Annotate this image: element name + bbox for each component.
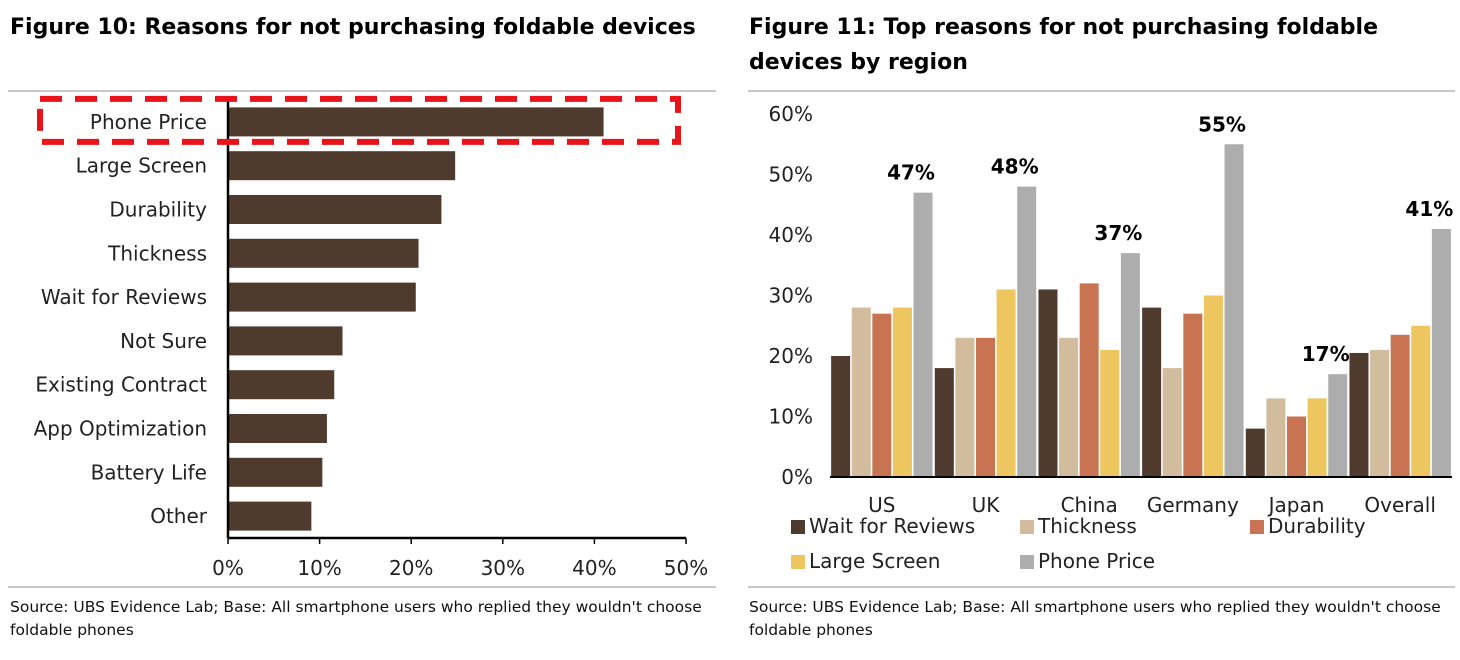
figure-11-panel: Figure 11: Top reasons for not purchasin… <box>740 0 1460 660</box>
bar-uk-wait-for-reviews <box>934 368 954 477</box>
data-label-japan: 17% <box>1302 342 1350 366</box>
bar-japan-large-screen <box>1307 398 1327 477</box>
legend-label-phone-price: Phone Price <box>1038 549 1155 573</box>
bar-overall-thickness <box>1370 349 1390 477</box>
data-label-us: 47% <box>887 161 935 185</box>
data-label-germany: 55% <box>1198 112 1246 136</box>
bar-wait-for-reviews <box>228 282 416 312</box>
bar-phone-price <box>228 107 604 137</box>
bar-us-wait-for-reviews <box>831 356 851 477</box>
category-label-thickness: Thickness <box>107 241 207 265</box>
bar-japan-durability <box>1287 416 1306 477</box>
bar-china-phone-price <box>1120 253 1140 477</box>
bar-japan-thickness <box>1266 398 1286 477</box>
data-label-uk: 48% <box>991 155 1039 179</box>
bar-uk-large-screen <box>996 289 1016 477</box>
legend-label-durability: Durability <box>1268 514 1366 538</box>
y-tick-label: 30% <box>769 284 813 308</box>
x-tick-label: 40% <box>572 556 616 580</box>
bar-china-wait-for-reviews <box>1038 289 1058 477</box>
bar-battery-life <box>228 457 323 487</box>
figure-10-source: Source: UBS Evidence Lab; Base: All smar… <box>10 598 702 639</box>
bar-uk-durability <box>976 337 995 477</box>
category-label-overall: Overall <box>1364 493 1435 517</box>
category-label-existing-contract: Existing Contract <box>35 373 207 397</box>
bar-overall-wait-for-reviews <box>1349 352 1369 477</box>
figure-11-top-rule <box>748 90 1455 92</box>
y-tick-label: 60% <box>769 102 813 126</box>
bar-china-durability <box>1079 283 1099 477</box>
bar-overall-phone-price <box>1431 228 1451 477</box>
x-tick-label: 30% <box>481 556 525 580</box>
category-label-wait-for-reviews: Wait for Reviews <box>41 285 207 309</box>
bar-not-sure <box>228 326 343 356</box>
bar-us-phone-price <box>913 192 933 477</box>
category-label-phone-price: Phone Price <box>90 110 207 134</box>
bar-us-thickness <box>851 307 871 477</box>
bar-germany-wait-for-reviews <box>1142 307 1162 477</box>
bar-germany-large-screen <box>1203 295 1223 477</box>
y-tick-label: 40% <box>769 223 813 247</box>
category-label-china: China <box>1061 493 1118 517</box>
x-tick-label: 20% <box>389 556 433 580</box>
bar-other <box>228 501 312 531</box>
figure-11-title: Figure 11: Top reasons for not purchasin… <box>749 15 1379 75</box>
category-label-germany: Germany <box>1147 493 1239 517</box>
legend-swatch-phone-price <box>1020 555 1034 569</box>
legend-label-large-screen: Large Screen <box>809 549 940 573</box>
bar-us-large-screen <box>892 307 912 477</box>
figure-10-title: Figure 10: Reasons for not purchasing fo… <box>10 15 696 40</box>
bar-germany-durability <box>1183 313 1203 477</box>
bar-thickness <box>228 238 419 268</box>
bar-existing-contract <box>228 370 335 400</box>
figure-10-chart: Phone Price Large Screen Durability Thickne… <box>34 95 708 580</box>
bar-large-screen <box>228 151 456 181</box>
bar-germany-phone-price <box>1224 144 1244 477</box>
bar-germany-thickness <box>1162 368 1182 477</box>
bar-durability <box>228 195 442 224</box>
highlight-frame-phone-price <box>37 95 681 145</box>
category-label-durability: Durability <box>109 198 207 222</box>
bar-uk-thickness <box>955 337 975 477</box>
legend-swatch-durability <box>1250 520 1264 534</box>
figure-11-bottom-rule <box>748 586 1455 588</box>
figure-11-chart: 0% 10% 20% 30% 40% 50% 60% 47% US 48% UK 37% China 55… <box>769 102 1454 573</box>
bar-japan-phone-price <box>1328 374 1348 477</box>
bar-overall-durability <box>1390 334 1410 477</box>
x-tick-label: 50% <box>664 556 708 580</box>
bar-japan-wait-for-reviews <box>1245 428 1265 477</box>
figure-10-top-rule <box>8 90 716 92</box>
y-tick-label: 20% <box>769 344 813 368</box>
y-tick-label: 50% <box>769 163 813 187</box>
bar-app-optimization <box>228 414 327 443</box>
y-tick-label: 10% <box>769 405 813 429</box>
bar-us-durability <box>872 313 892 477</box>
category-label-battery-life: Battery Life <box>91 460 207 484</box>
figure-10-panel: Figure 10: Reasons for not purchasing fo… <box>8 15 716 639</box>
category-label-japan: Japan <box>1267 493 1325 517</box>
x-tick-label: 10% <box>297 556 341 580</box>
bar-china-large-screen <box>1100 349 1120 477</box>
data-label-overall: 41% <box>1405 197 1453 221</box>
x-tick-label: 0% <box>212 556 244 580</box>
bar-uk-phone-price <box>1017 186 1037 477</box>
figure-10-bottom-rule <box>8 586 716 588</box>
data-label-china: 37% <box>1094 221 1142 245</box>
legend-swatch-thickness <box>1020 520 1034 534</box>
y-tick-label: 0% <box>781 465 813 489</box>
legend-swatch-large-screen <box>791 555 805 569</box>
category-label-other: Other <box>150 504 208 528</box>
category-label-uk: UK <box>972 493 1001 517</box>
category-label-app-optimization: App Optimization <box>34 417 207 441</box>
category-label-not-sure: Not Sure <box>120 329 207 353</box>
legend-swatch-wait-for-reviews <box>791 520 805 534</box>
legend-label-thickness: Thickness <box>1037 514 1137 538</box>
figure-11-source: Source: UBS Evidence Lab; Base: All smar… <box>749 598 1441 639</box>
category-label-large-screen: Large Screen <box>76 154 207 178</box>
bar-overall-large-screen <box>1411 325 1431 477</box>
legend-label-wait-for-reviews: Wait for Reviews <box>809 514 975 538</box>
bar-china-thickness <box>1059 337 1079 477</box>
category-label-us: US <box>868 493 895 517</box>
